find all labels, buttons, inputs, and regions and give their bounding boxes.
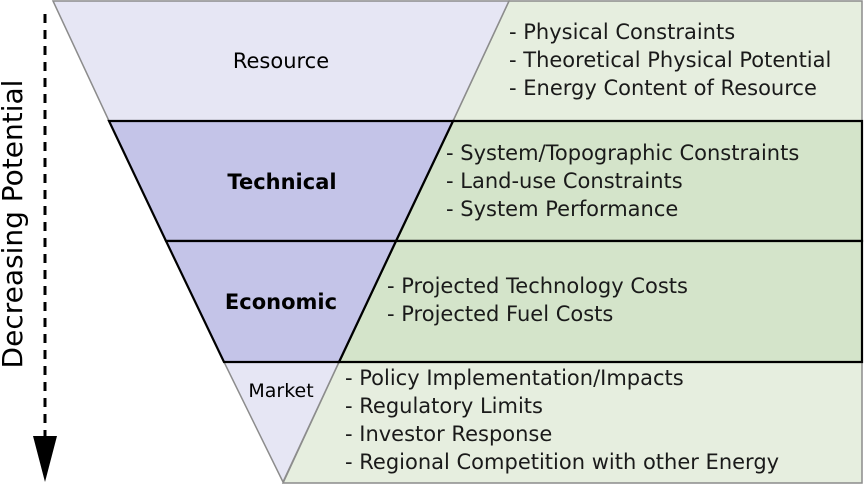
economic-bullet-2: - Projected Fuel Costs	[387, 302, 613, 326]
technical-bullet-3: - System Performance	[446, 197, 678, 221]
market-label: Market	[248, 380, 313, 402]
resource-bullet-1: - Physical Constraints	[509, 20, 735, 44]
level-market: Market - Policy Implementation/Impacts -…	[222, 361, 863, 484]
resource-bullet-2: - Theoretical Physical Potential	[509, 48, 831, 72]
economic-label: Economic	[225, 290, 337, 314]
economic-funnel-segment	[164, 239, 398, 364]
market-bullet-3: - Investor Response	[345, 422, 552, 446]
technical-label: Technical	[227, 170, 336, 194]
technical-bullet-1: - System/Topographic Constraints	[446, 141, 799, 165]
arrow-down-icon	[33, 436, 57, 482]
resource-bullet-3: - Energy Content of Resource	[509, 76, 817, 100]
resource-label: Resource	[233, 49, 329, 73]
economic-bullet-1: - Projected Technology Costs	[387, 274, 688, 298]
level-resource: Resource - Physical Constraints - Theore…	[51, 0, 863, 122]
market-bullet-2: - Regulatory Limits	[345, 394, 543, 418]
market-bullet-1: - Policy Implementation/Impacts	[345, 366, 684, 390]
market-bullet-4: - Regional Competition with other Energy	[345, 450, 779, 474]
axis-label: Decreasing Potential	[0, 80, 29, 369]
decreasing-potential-axis: Decreasing Potential	[0, 14, 57, 482]
technical-bullet-2: - Land-use Constraints	[446, 169, 683, 193]
level-economic: Economic - Projected Technology Costs - …	[164, 239, 864, 364]
level-technical: Technical - System/Topographic Constrain…	[107, 119, 864, 243]
